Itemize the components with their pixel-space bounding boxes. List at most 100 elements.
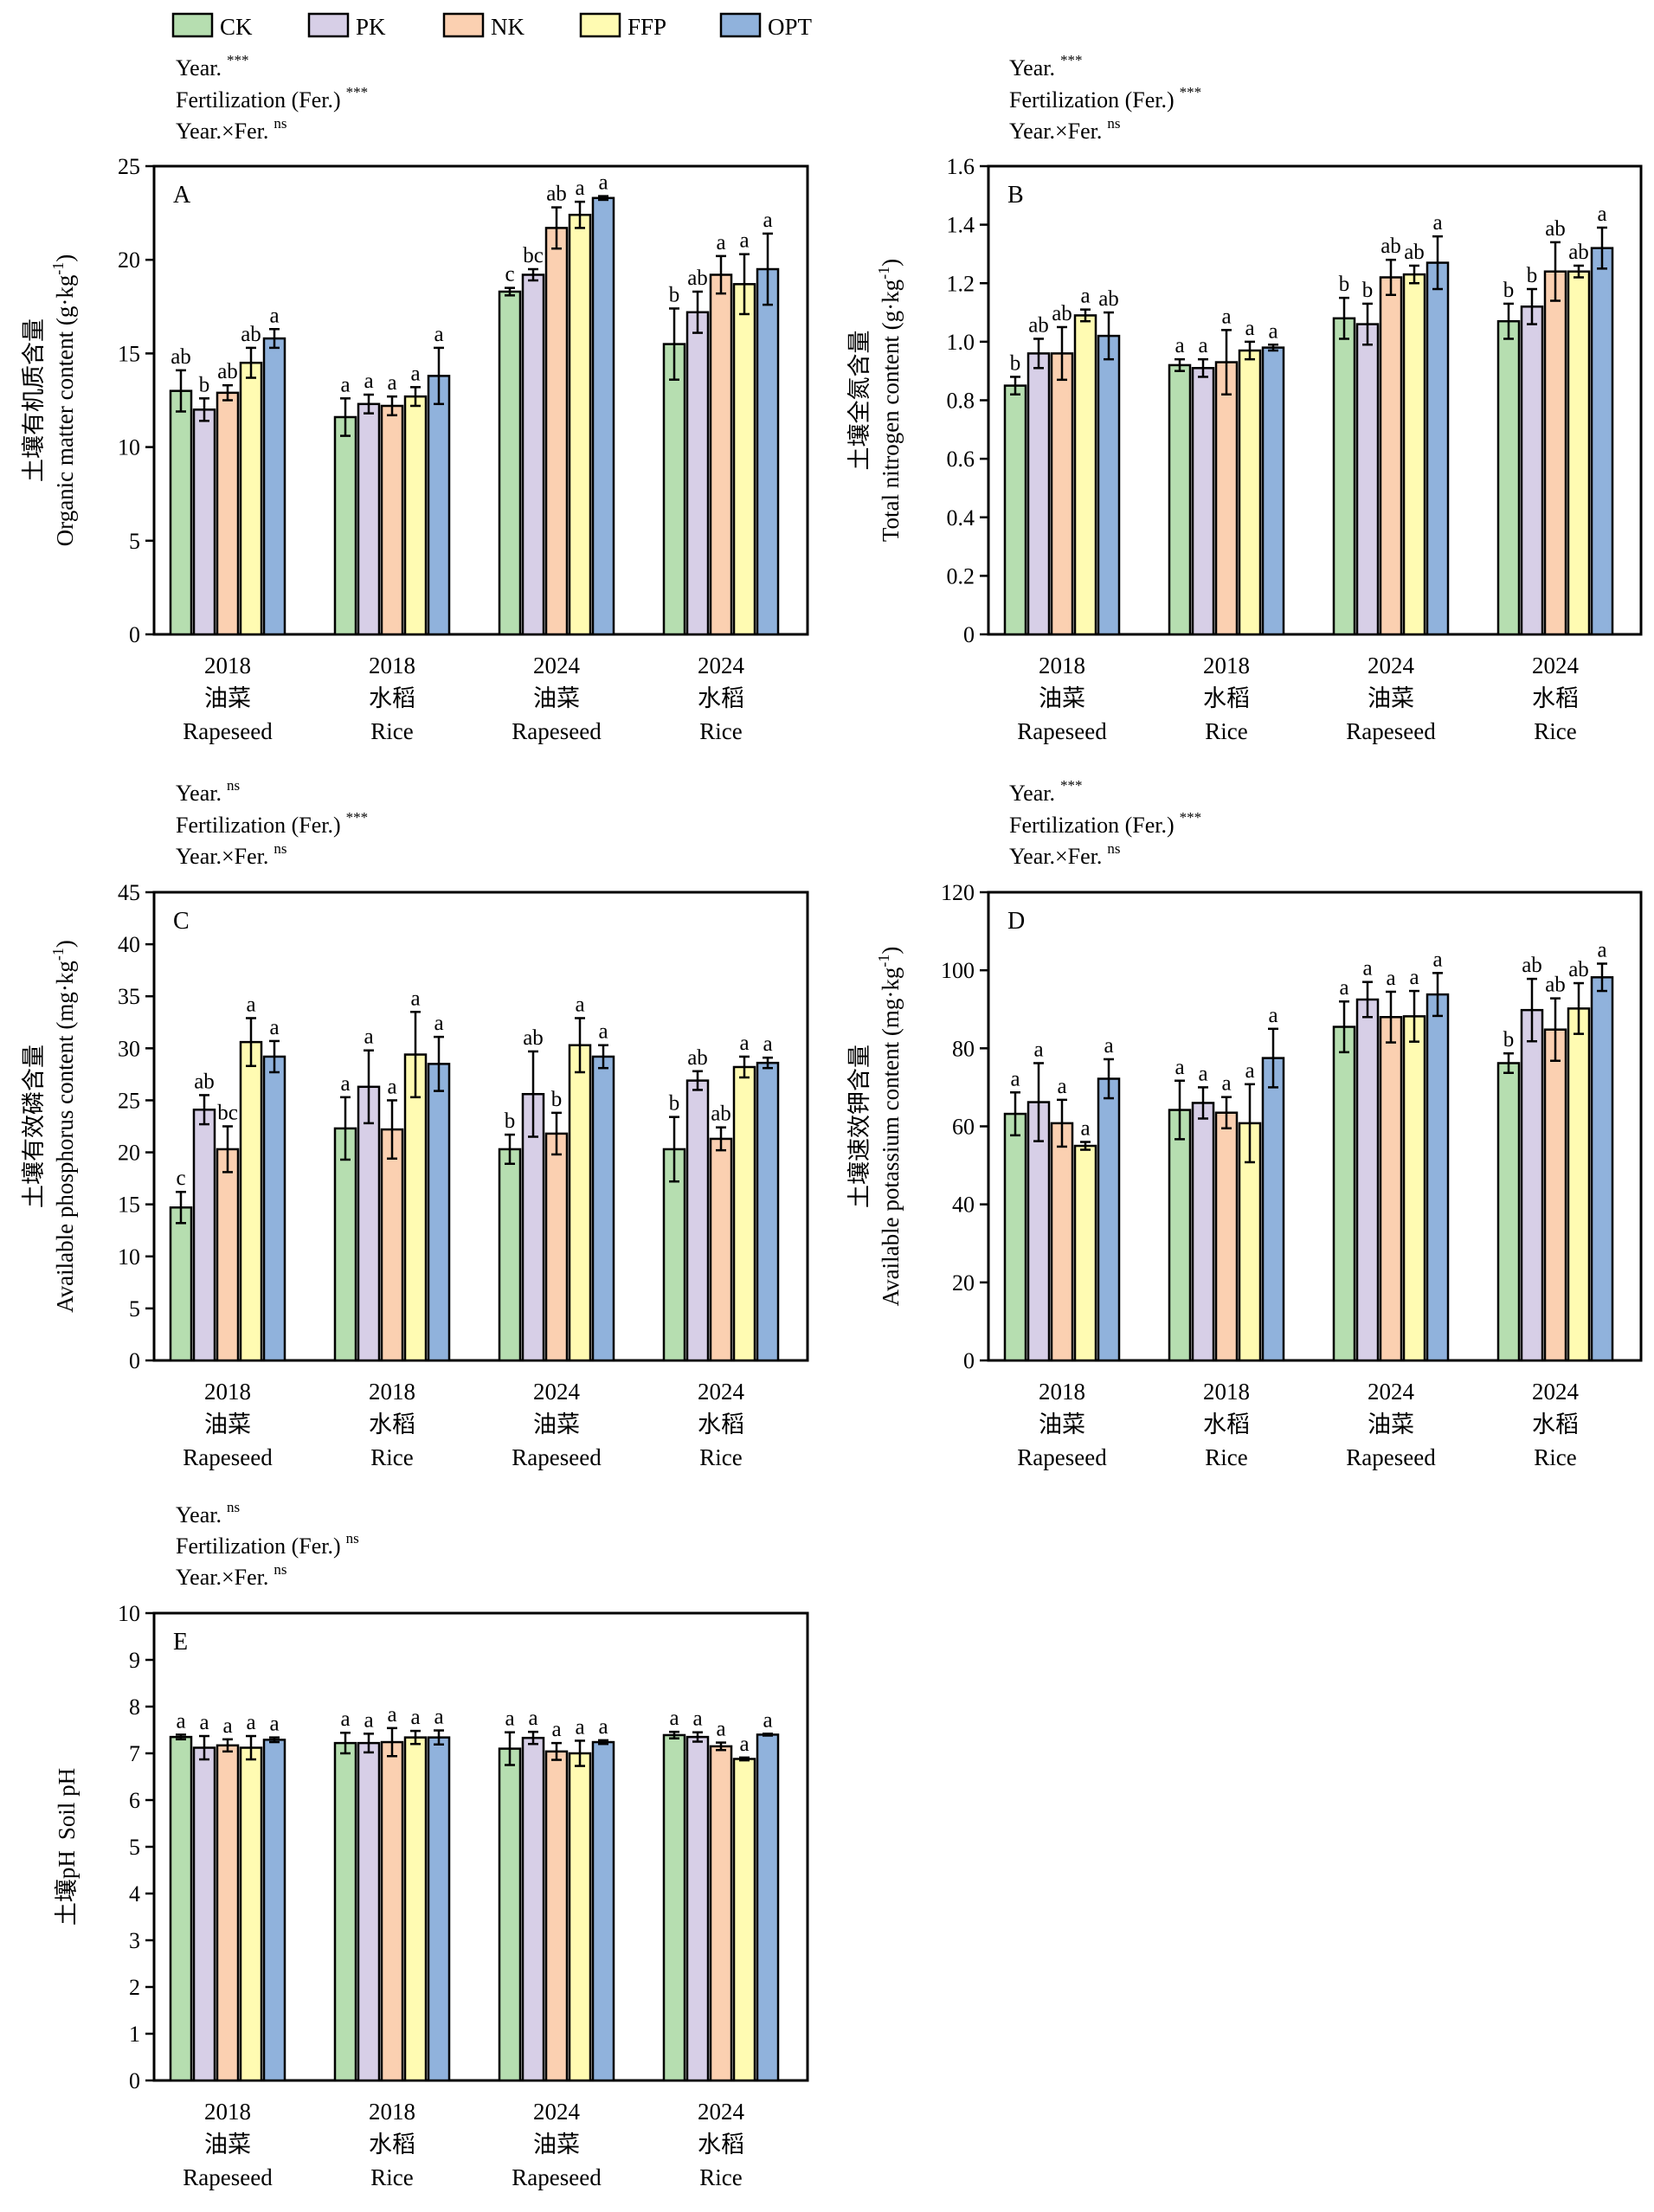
bar-opt	[756, 1733, 780, 2082]
bar-pk	[1027, 352, 1051, 636]
significance-letter: b	[1527, 264, 1538, 287]
significance-letter: a	[1221, 305, 1231, 328]
bar-ck	[1003, 384, 1027, 636]
legend-item-opt: OPT	[719, 12, 813, 40]
bar-nk	[709, 1137, 733, 1362]
bar-pk	[1027, 1101, 1051, 1362]
y-tick-label: 40	[952, 1193, 975, 1218]
stat-significance: ns	[227, 777, 240, 794]
plot-frame	[152, 164, 809, 636]
bar-ck	[1496, 1062, 1521, 1362]
stat-label: Fertilization (Fer.) ***	[176, 809, 368, 838]
x-label-crop-cn: 油菜	[1039, 1411, 1085, 1437]
y-axis-label: 土壤pH Soil pH	[54, 1768, 80, 1926]
x-label-crop-cn: 油菜	[1039, 685, 1085, 711]
y-tick-label: 40	[118, 932, 140, 957]
bar-nk	[380, 1740, 404, 2082]
significance-letter: a	[763, 209, 772, 232]
bar-nk	[709, 1745, 733, 2082]
stat-term: Year.	[1009, 55, 1055, 80]
x-label-year: 2018	[1039, 653, 1085, 678]
y-axis-label-cn: 土壤有效磷含量	[21, 1045, 47, 1208]
x-label-crop-cn: 油菜	[533, 685, 580, 711]
bar-ffp	[1238, 349, 1262, 636]
stat-label: Year. ***	[1009, 52, 1082, 80]
y-tick-label: 120	[941, 880, 975, 905]
x-label-year: 2018	[369, 1379, 415, 1405]
panel-letter: A	[173, 182, 191, 209]
significance-letter: ab	[194, 1070, 215, 1093]
y-tick-label: 1	[129, 2022, 140, 2047]
bar-pk	[192, 1746, 216, 2082]
bar-nk	[544, 1132, 569, 1362]
bar-ck	[1003, 1112, 1027, 1362]
legend-swatch	[171, 12, 214, 38]
stat-label: Fertilization (Fer.) ***	[176, 84, 368, 113]
y-tick-label: 20	[952, 1270, 975, 1296]
significance-letter: a	[1432, 211, 1442, 235]
y-tick-label: 7	[129, 1741, 140, 1766]
x-label-year: 2018	[1203, 1379, 1250, 1405]
x-label-crop-cn: 水稻	[1532, 1411, 1579, 1437]
x-label-year: 2018	[1039, 1379, 1085, 1405]
bar-ck	[1332, 317, 1356, 636]
significance-letter: bc	[523, 244, 544, 267]
bar-opt	[427, 375, 451, 636]
bar-pk	[1520, 1008, 1544, 1362]
x-label-crop-en: Rice	[1205, 718, 1247, 744]
stat-significance: ns	[274, 115, 286, 132]
bar-ck	[333, 1127, 357, 1362]
significance-letter: b	[1010, 351, 1021, 375]
significance-letter: ab	[1098, 287, 1119, 311]
significance-letter: a	[1010, 1067, 1020, 1090]
significance-letter: a	[1221, 1072, 1231, 1096]
x-label-crop-cn: 油菜	[533, 2132, 580, 2157]
significance-letter: a	[716, 1718, 725, 1741]
significance-letter: a	[387, 1703, 396, 1727]
x-label-crop-cn: 油菜	[1368, 1411, 1414, 1437]
x-label-year: 2024	[698, 2099, 745, 2125]
x-label-year: 2024	[1532, 1379, 1580, 1405]
x-label-crop-cn: 油菜	[204, 685, 251, 711]
y-axis-label-en: Available phosphorus content (mg·kg-1)	[49, 940, 78, 1313]
stat-significance: ***	[1180, 809, 1202, 826]
bar-ffp	[568, 1752, 592, 2082]
significance-letter: a	[1362, 957, 1372, 981]
stat-significance: ***	[227, 52, 249, 68]
significance-letter: a	[1432, 948, 1442, 971]
significance-letter: ab	[523, 1026, 544, 1050]
stat-label: Year. ***	[1009, 777, 1082, 806]
significance-letter: a	[575, 177, 584, 200]
stat-label: Year. ns	[176, 777, 240, 806]
stat-term: Year.×Fer.	[176, 119, 268, 144]
y-tick-label: 0	[129, 622, 140, 647]
stat-label: Fertilization (Fer.) ***	[1009, 84, 1201, 113]
x-label-year: 2024	[698, 653, 745, 678]
significance-letter: a	[598, 171, 608, 195]
y-tick-label: 5	[129, 529, 140, 554]
x-label-year: 2018	[204, 653, 251, 678]
significance-letter: a	[692, 1707, 702, 1731]
stat-label: Year. ***	[176, 52, 248, 80]
significance-letter: a	[575, 1715, 584, 1739]
x-label-year: 2024	[533, 2099, 581, 2125]
legend-label: OPT	[768, 14, 813, 40]
x-label-crop-cn: 油菜	[204, 1411, 251, 1437]
bar-nk	[544, 1750, 569, 2082]
significance-letter: a	[1175, 1056, 1184, 1079]
significance-letter: a	[434, 323, 443, 346]
bar-ck	[169, 1735, 193, 2082]
significance-letter: a	[364, 1026, 373, 1049]
bar-ck	[662, 343, 686, 636]
significance-letter: b	[669, 1092, 680, 1116]
bar-opt	[1426, 993, 1450, 1362]
significance-letter: ab	[1568, 958, 1589, 981]
y-tick-label: 3	[129, 1928, 140, 1953]
significance-letter: a	[575, 993, 584, 1016]
x-label-year: 2018	[204, 1379, 251, 1405]
panel-letter: C	[173, 908, 190, 935]
legend-swatch	[442, 12, 485, 38]
stat-significance: ns	[274, 840, 286, 857]
panel-d: Year. *** Fertilization (Fer.) *** Year.×Fer…	[846, 777, 1643, 1470]
stat-significance: ***	[1060, 52, 1083, 68]
